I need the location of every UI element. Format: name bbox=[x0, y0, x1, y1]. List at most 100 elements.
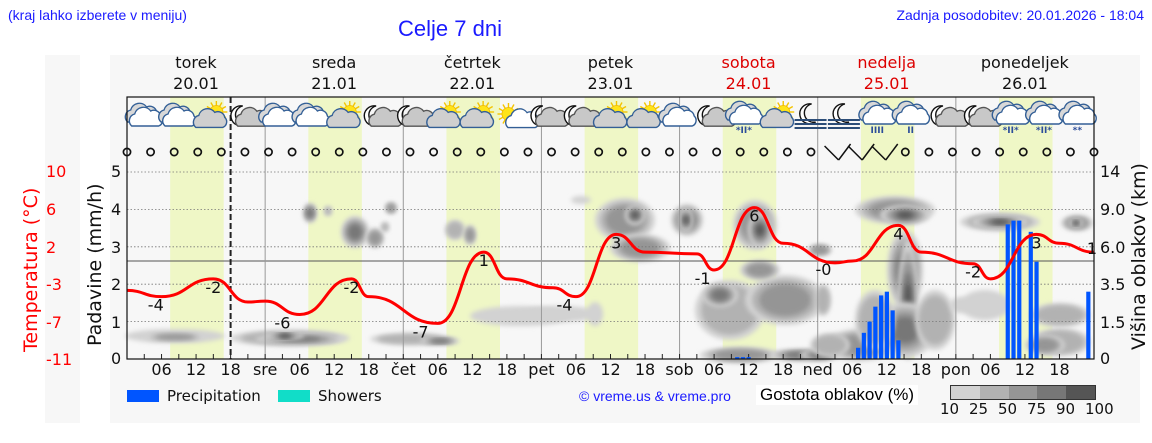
day-name: nedelja bbox=[857, 53, 917, 72]
partly-sunny-icon bbox=[426, 101, 461, 129]
density-tick-label: 90 bbox=[1056, 400, 1076, 418]
sleet-icon: *II* bbox=[724, 100, 764, 136]
day-label: petek 23.01 bbox=[541, 52, 679, 94]
page-title: Celje 7 dni bbox=[398, 16, 502, 41]
x-tick-label: 12 bbox=[876, 360, 897, 379]
wind-barb-icon bbox=[824, 143, 852, 161]
density-swatch bbox=[1008, 386, 1038, 399]
svg-text:-0: -0 bbox=[815, 260, 831, 279]
day-name: petek bbox=[587, 53, 634, 72]
x-tick-label: 12 bbox=[738, 360, 759, 379]
tick-label: 6.0 bbox=[1100, 238, 1126, 257]
tick-label: 0 bbox=[1100, 349, 1111, 368]
calm-wind-icon bbox=[641, 147, 651, 157]
svg-text:-7: -7 bbox=[413, 322, 429, 341]
calm-wind-icon bbox=[1042, 147, 1052, 157]
calm-wind-icon bbox=[240, 147, 250, 157]
tick-label: 5 bbox=[111, 162, 122, 181]
last-update: Zadnja posodobitev: 20.01.2026 - 18:04 bbox=[896, 7, 1144, 23]
day-name: torek bbox=[175, 53, 217, 72]
tick-label: 1 bbox=[111, 313, 122, 332]
x-tick-label: 18 bbox=[634, 360, 656, 379]
day-name: ponedeljek bbox=[980, 53, 1069, 72]
tick-label: 6 bbox=[46, 200, 57, 219]
precipitation-bars bbox=[735, 220, 1091, 359]
day-date: 20.01 bbox=[173, 74, 219, 93]
tick-label: -3 bbox=[46, 275, 62, 294]
tick-label: 2 bbox=[111, 275, 122, 294]
svg-text:-2: -2 bbox=[965, 263, 981, 282]
x-tick-label: 18 bbox=[1049, 360, 1070, 379]
wind-barb-icon bbox=[871, 143, 899, 161]
calm-wind-icon bbox=[311, 147, 321, 157]
cloudy-icon bbox=[658, 102, 697, 127]
calm-wind-icon bbox=[216, 147, 226, 157]
calm-wind-icon bbox=[169, 147, 179, 157]
calm-wind-icon bbox=[264, 147, 273, 157]
partly-sunny-icon bbox=[459, 101, 495, 129]
day-name: četrtek bbox=[443, 53, 501, 72]
day-date: 24.01 bbox=[725, 74, 772, 93]
x-tick-label: 12 bbox=[600, 360, 621, 379]
calm-wind-icon bbox=[334, 147, 344, 157]
cloud-density-legend-label: Gostota oblakov (%) bbox=[756, 385, 919, 405]
svg-text:*II*: *II* bbox=[1036, 126, 1052, 136]
tick-label: 9.0 bbox=[1100, 200, 1126, 219]
density-swatch bbox=[1066, 386, 1095, 399]
tick-label: 10 bbox=[46, 162, 67, 181]
svg-text:6: 6 bbox=[749, 207, 759, 226]
calm-wind-icon bbox=[806, 147, 816, 157]
tick-label: 0 bbox=[111, 349, 122, 368]
svg-text:*II*: *II* bbox=[736, 126, 752, 136]
calm-wind-icon bbox=[782, 147, 792, 157]
day-label: sreda 21.01 bbox=[265, 52, 403, 94]
svg-text:II: II bbox=[907, 126, 914, 136]
svg-text:3: 3 bbox=[1031, 233, 1041, 252]
tick-label: 4 bbox=[111, 200, 122, 219]
calm-wind-icon bbox=[193, 147, 203, 157]
calm-wind-icon bbox=[476, 147, 486, 157]
calm-wind-icon bbox=[688, 147, 698, 157]
calm-wind-icon bbox=[1065, 147, 1075, 157]
showers-legend-label: Showers bbox=[318, 387, 382, 405]
calm-wind-icon bbox=[499, 147, 509, 157]
tick-label: -11 bbox=[46, 350, 73, 369]
svg-text:1: 1 bbox=[1087, 239, 1097, 258]
svg-text:*II*: *II* bbox=[1003, 126, 1019, 136]
x-tick-label: 06 bbox=[151, 360, 172, 379]
x-tick-label: 06 bbox=[703, 360, 725, 379]
night-cloudy-icon bbox=[363, 105, 403, 127]
cloudy-icon bbox=[258, 102, 297, 127]
tick-label: -7 bbox=[46, 313, 62, 332]
x-tick-label: 18 bbox=[911, 360, 932, 379]
svg-text:-2: -2 bbox=[205, 278, 221, 297]
density-tick-label: 75 bbox=[1027, 400, 1047, 418]
weather-icons-row: *II* IIII II *II* *II* ** bbox=[124, 100, 1097, 136]
density-swatch bbox=[979, 386, 1009, 399]
day-date: 23.01 bbox=[587, 74, 634, 93]
tick-label: 3 bbox=[111, 238, 122, 257]
svg-text:4: 4 bbox=[893, 224, 903, 243]
day-date: 22.01 bbox=[449, 74, 496, 93]
day-date: 25.01 bbox=[863, 74, 910, 93]
density-tick-label: 100 bbox=[1085, 400, 1114, 418]
night-fog-icon bbox=[794, 103, 827, 129]
temperature-line: -4 -2 -6 -2 -7 1 -4 3 -1 6 -0 4 -2 3 1 bbox=[126, 206, 1097, 341]
calm-wind-icon bbox=[971, 147, 981, 157]
night-fog-icon bbox=[827, 103, 860, 129]
density-tick-label: 50 bbox=[998, 400, 1018, 418]
wind-row bbox=[122, 143, 1099, 161]
x-tick-label: čet bbox=[390, 360, 416, 379]
calm-wind-icon bbox=[381, 147, 391, 157]
svg-text:-4: -4 bbox=[148, 296, 164, 315]
x-tick-label: 18 bbox=[496, 360, 518, 379]
calm-wind-icon bbox=[665, 147, 674, 157]
day-date: 21.01 bbox=[311, 74, 358, 93]
copyright-link[interactable]: © vreme.us & vreme.pro bbox=[579, 388, 731, 404]
region-hint-link[interactable]: (kraj lahko izberete v meniju) bbox=[8, 7, 187, 23]
x-tick-label: ned bbox=[802, 360, 833, 379]
x-tick-label: 06 bbox=[289, 360, 310, 379]
x-tick-label: 12 bbox=[185, 360, 207, 379]
calm-wind-icon bbox=[900, 147, 910, 157]
x-tick-label: 06 bbox=[980, 360, 1001, 379]
